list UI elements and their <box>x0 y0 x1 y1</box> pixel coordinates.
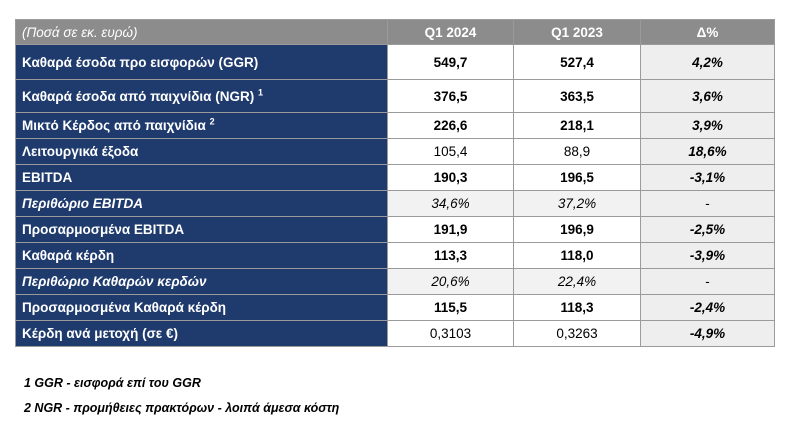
value-q1-2024: 226,6 <box>387 112 514 139</box>
value-q1-2023: 37,2% <box>513 190 641 217</box>
value-delta: -2,5% <box>640 216 775 243</box>
table-row: Καθαρά κέρδη 113,3 118,0 -3,9% <box>15 242 775 269</box>
value-delta: 4,2% <box>640 44 775 80</box>
table-row: Κέρδη ανά μετοχή (σε €) 0,3103 0,3263 -4… <box>15 320 775 347</box>
header-q1-2024: Q1 2024 <box>387 19 514 45</box>
value-delta: 18,6% <box>640 138 775 165</box>
table-row: Περιθώριο Καθαρών κερδών 20,6% 22,4% - <box>15 268 775 295</box>
header-q1-2023: Q1 2023 <box>513 19 641 45</box>
footnote-1: 1 GGR - εισφορά επί του GGR <box>24 376 201 390</box>
footnotes: 1 GGR - εισφορά επί του GGR 2 NGR - προμ… <box>24 376 339 426</box>
value-delta: 3,6% <box>640 79 775 113</box>
row-label: Καθαρά έσοδα από παιχνίδια (NGR) 1 <box>15 79 388 113</box>
table-row: Περιθώριο EBITDA 34,6% 37,2% - <box>15 190 775 217</box>
value-q1-2023: 196,5 <box>513 164 641 191</box>
value-delta: -3,1% <box>640 164 775 191</box>
table-row: EBITDA 190,3 196,5 -3,1% <box>15 164 775 191</box>
row-label: Καθαρά έσοδα προ εισφορών (GGR) <box>15 44 388 80</box>
row-label: Περιθώριο Καθαρών κερδών <box>15 268 388 295</box>
value-q1-2024: 105,4 <box>387 138 514 165</box>
value-q1-2023: 363,5 <box>513 79 641 113</box>
value-q1-2024: 20,6% <box>387 268 514 295</box>
value-q1-2024: 190,3 <box>387 164 514 191</box>
row-label: Λειτουργικά έξοδα <box>15 138 388 165</box>
value-delta: - <box>640 268 775 295</box>
table-row: Μικτό Κέρδος από παιχνίδια 2 226,6 218,1… <box>15 112 775 139</box>
row-label: Μικτό Κέρδος από παιχνίδια 2 <box>15 112 388 139</box>
footnote-2: 2 NGR - προμήθειες πρακτόρων - λοιπά άμε… <box>24 401 340 415</box>
value-q1-2023: 0,3263 <box>513 320 641 347</box>
footnote-marker: 1 <box>257 87 263 97</box>
table-row: Προσαρμοσμένα EBITDA 191,9 196,9 -2,5% <box>15 216 775 243</box>
value-q1-2024: 376,5 <box>387 79 514 113</box>
value-q1-2023: 22,4% <box>513 268 641 295</box>
row-label: Προσαρμοσμένα EBITDA <box>15 216 388 243</box>
header-delta: Δ% <box>640 19 775 45</box>
table-row: Καθαρά έσοδα προ εισφορών (GGR) 549,7 52… <box>15 44 775 80</box>
value-q1-2024: 34,6% <box>387 190 514 217</box>
value-q1-2023: 88,9 <box>513 138 641 165</box>
table-header-row: (Ποσά σε εκ. ευρώ) Q1 2024 Q1 2023 Δ% <box>15 19 775 45</box>
footnote-marker: 2 <box>209 116 215 127</box>
value-q1-2023: 527,4 <box>513 44 641 80</box>
value-q1-2023: 196,9 <box>513 216 641 243</box>
value-q1-2024: 549,7 <box>387 44 514 80</box>
value-q1-2023: 218,1 <box>513 112 641 139</box>
row-label: Καθαρά κέρδη <box>15 242 388 269</box>
value-delta: -2,4% <box>640 294 775 321</box>
financial-table: (Ποσά σε εκ. ευρώ) Q1 2024 Q1 2023 Δ% Κα… <box>15 19 775 347</box>
value-delta: - <box>640 190 775 217</box>
value-q1-2024: 0,3103 <box>387 320 514 347</box>
value-q1-2024: 115,5 <box>387 294 514 321</box>
table-row: Προσαρμοσμένα Καθαρά κέρδη 115,5 118,3 -… <box>15 294 775 321</box>
value-q1-2023: 118,0 <box>513 242 641 269</box>
value-delta: -4,9% <box>640 320 775 347</box>
value-q1-2024: 191,9 <box>387 216 514 243</box>
row-label: Προσαρμοσμένα Καθαρά κέρδη <box>15 294 388 321</box>
value-delta: -3,9% <box>640 242 775 269</box>
value-q1-2023: 118,3 <box>513 294 641 321</box>
table-row: Λειτουργικά έξοδα 105,4 88,9 18,6% <box>15 138 775 165</box>
row-label: Κέρδη ανά μετοχή (σε €) <box>15 320 388 347</box>
value-delta: 3,9% <box>640 112 775 139</box>
row-label: EBITDA <box>15 164 388 191</box>
table-row: Καθαρά έσοδα από παιχνίδια (NGR) 1 376,5… <box>15 79 775 113</box>
row-label: Περιθώριο EBITDA <box>15 190 388 217</box>
header-units-label: (Ποσά σε εκ. ευρώ) <box>15 19 388 45</box>
value-q1-2024: 113,3 <box>387 242 514 269</box>
